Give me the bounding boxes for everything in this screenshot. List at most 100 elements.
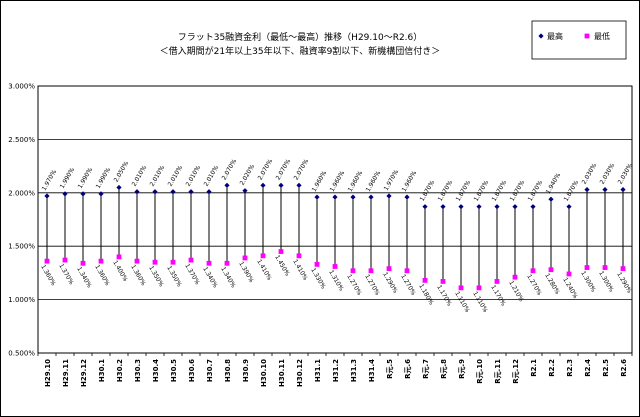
low-point xyxy=(566,271,572,277)
x-tick-label: R元.5 xyxy=(386,359,394,379)
high-point xyxy=(422,204,428,210)
low-point xyxy=(494,279,500,284)
low-point xyxy=(116,254,122,260)
low-point xyxy=(278,249,284,254)
x-tick-label: H30.2 xyxy=(116,359,124,382)
y-tick-label: 0.500% xyxy=(8,350,35,358)
high-point xyxy=(602,186,608,193)
low-point xyxy=(152,259,158,265)
high-point xyxy=(368,194,374,200)
high-point xyxy=(566,204,572,210)
high-point xyxy=(62,191,68,197)
legend-low-label: 最低 xyxy=(594,31,610,41)
x-tick-label: R2.6 xyxy=(620,359,628,377)
high-point xyxy=(260,182,266,188)
x-tick-label: R元.9 xyxy=(458,359,466,379)
x-tick-label: H30.6 xyxy=(188,359,196,382)
y-tick-label: 1.500% xyxy=(8,243,35,251)
x-tick-label: H30.1 xyxy=(98,359,106,382)
legend-high-label: 最高 xyxy=(547,31,563,41)
low-point xyxy=(260,253,266,259)
high-point xyxy=(548,196,554,202)
x-tick-label: H31.2 xyxy=(332,359,340,382)
low-point xyxy=(188,257,194,263)
low-point xyxy=(350,268,356,274)
x-tick-label: R2.5 xyxy=(602,359,610,377)
chart-title-line-2: ＜借入期間が21年以上35年以下、融資率9割以下、新機構団信付き＞ xyxy=(160,45,441,57)
high-point xyxy=(386,193,392,199)
low-point xyxy=(80,260,86,266)
low-point xyxy=(206,260,212,266)
high-point xyxy=(332,194,338,200)
x-tick-label: H30.4 xyxy=(152,359,160,382)
x-tick-label: R2.3 xyxy=(566,359,574,377)
x-tick-label: H30.5 xyxy=(170,359,178,382)
high-point xyxy=(458,204,464,210)
y-tick-label: 1.000% xyxy=(8,296,35,304)
high-point xyxy=(530,204,536,210)
high-point xyxy=(350,194,356,200)
x-tick-label: R2.2 xyxy=(548,359,556,377)
low-point xyxy=(476,285,482,291)
high-point xyxy=(440,204,446,210)
x-tick-label: R元.6 xyxy=(404,359,412,379)
high-point xyxy=(224,182,230,188)
high-point xyxy=(404,194,410,200)
x-tick-label: H29.11 xyxy=(62,359,70,387)
legend-low-marker xyxy=(584,33,590,39)
x-tick-label: R元.10 xyxy=(476,359,484,384)
x-tick-label: R2.1 xyxy=(530,359,538,377)
low-point xyxy=(620,266,626,272)
x-tick-label: H30.7 xyxy=(206,359,214,382)
high-point xyxy=(620,186,626,193)
low-point xyxy=(224,260,230,266)
high-point xyxy=(80,191,86,197)
low-point xyxy=(386,266,392,272)
high-point xyxy=(314,194,320,200)
legend: 最高 最低 xyxy=(531,20,627,60)
high-point xyxy=(242,188,248,194)
high-point xyxy=(98,191,104,197)
y-tick-label: 2.500% xyxy=(8,136,35,144)
low-point xyxy=(530,268,536,274)
high-point xyxy=(116,184,122,191)
low-point xyxy=(242,255,248,261)
high-point xyxy=(206,189,212,195)
low-point xyxy=(548,267,554,273)
low-point xyxy=(422,277,428,283)
chart-title-line-1: フラット35融資金利（最低～最高）推移（H29.10～R2.6） xyxy=(178,31,423,43)
low-point xyxy=(296,253,302,259)
low-point xyxy=(44,258,50,264)
high-point xyxy=(44,193,50,199)
x-tick-label: H31.1 xyxy=(314,359,322,382)
low-point xyxy=(584,265,590,270)
high-point xyxy=(512,204,518,210)
low-point xyxy=(170,259,176,265)
high-point xyxy=(170,189,176,195)
x-tick-label: R元.8 xyxy=(440,359,448,379)
x-tick-label: H29.10 xyxy=(44,359,52,387)
high-point xyxy=(476,204,482,210)
legend-high-marker xyxy=(538,33,544,39)
low-point xyxy=(440,279,446,284)
x-tick-label: R元.12 xyxy=(512,359,520,384)
y-tick-label: 3.000% xyxy=(8,83,35,91)
low-point xyxy=(512,274,518,280)
x-tick-label: H30.3 xyxy=(134,359,142,382)
low-point xyxy=(368,268,374,274)
low-point xyxy=(458,285,464,291)
x-tick-label: R2.4 xyxy=(584,359,592,377)
low-point xyxy=(98,258,104,264)
x-tick-label: H29.12 xyxy=(80,359,88,387)
low-point xyxy=(62,257,68,263)
high-point xyxy=(584,186,590,193)
x-tick-label: H30.9 xyxy=(242,359,250,382)
high-point xyxy=(278,182,284,188)
plot-area: 0.500% 1.000% 1.500% 2.000% 2.500% 3.000% H29.… xyxy=(8,83,634,388)
high-point xyxy=(188,189,194,195)
x-tick-label: H30.12 xyxy=(296,359,304,387)
low-point xyxy=(602,265,608,270)
high-point xyxy=(152,189,158,195)
